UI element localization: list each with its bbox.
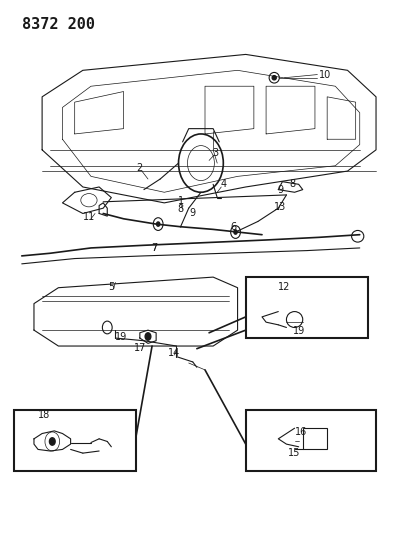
Bar xyxy=(302,428,326,449)
Circle shape xyxy=(145,333,151,340)
Bar xyxy=(245,277,367,338)
Text: 2: 2 xyxy=(136,164,143,173)
Bar xyxy=(13,410,135,471)
Text: 14: 14 xyxy=(168,348,180,358)
Text: 9: 9 xyxy=(189,208,196,219)
Text: 9: 9 xyxy=(276,184,283,195)
Text: 17: 17 xyxy=(133,343,146,353)
Circle shape xyxy=(234,230,236,234)
Text: 5: 5 xyxy=(108,281,114,292)
Text: 10: 10 xyxy=(318,70,330,79)
Text: 8: 8 xyxy=(289,179,295,189)
Text: 19: 19 xyxy=(292,326,304,336)
Text: 8372 200: 8372 200 xyxy=(22,17,94,33)
Text: 18: 18 xyxy=(38,410,50,420)
Text: 1: 1 xyxy=(177,196,183,206)
Text: 12: 12 xyxy=(278,281,290,292)
Text: 13: 13 xyxy=(274,202,286,212)
Circle shape xyxy=(49,438,55,445)
Text: 16: 16 xyxy=(294,427,306,437)
Text: 19: 19 xyxy=(115,332,127,342)
Circle shape xyxy=(156,222,160,226)
Text: 4: 4 xyxy=(220,179,226,189)
Text: 7: 7 xyxy=(151,243,157,253)
Text: 6: 6 xyxy=(230,222,236,232)
Text: 11: 11 xyxy=(83,212,95,222)
Text: 8: 8 xyxy=(177,204,183,214)
Bar xyxy=(245,410,375,471)
Text: 15: 15 xyxy=(288,448,300,458)
Ellipse shape xyxy=(272,76,276,80)
Text: 3: 3 xyxy=(211,148,218,158)
